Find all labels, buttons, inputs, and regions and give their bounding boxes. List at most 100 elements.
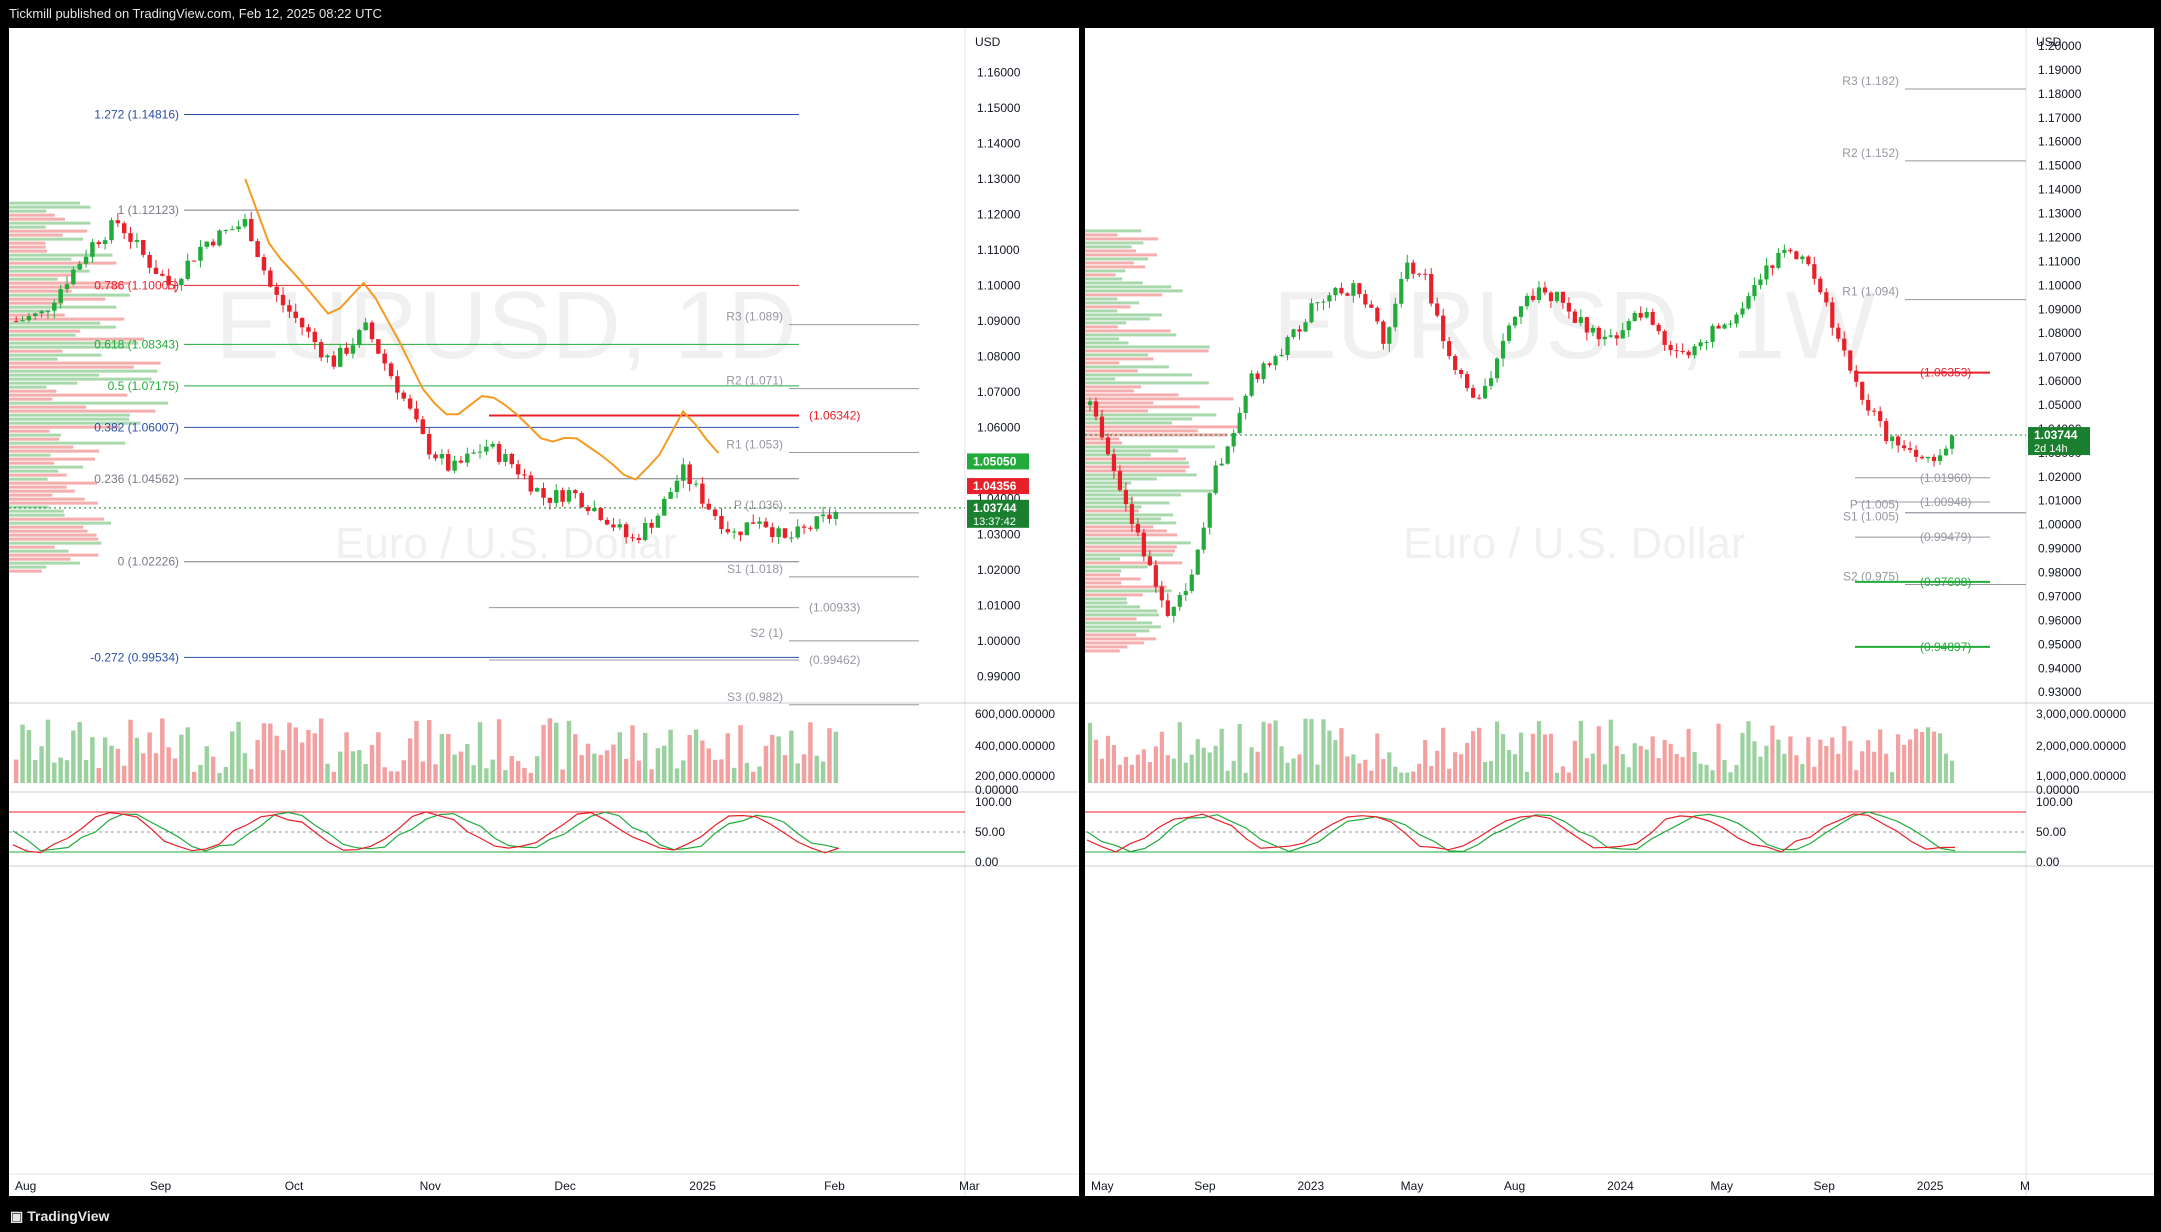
volume-profile-bar <box>9 233 63 237</box>
volume-bar <box>585 743 591 783</box>
volume-profile-bar <box>9 221 91 225</box>
pivot-label: S3 (0.982) <box>727 690 783 704</box>
volume-bar <box>1177 722 1182 783</box>
volume-bar <box>395 771 400 783</box>
volume-profile-bar <box>1085 289 1183 293</box>
volume-bar <box>1135 754 1140 783</box>
volume-profile-bar <box>1085 305 1131 309</box>
chart-panel-daily[interactable]: USD EURUSD, 1D Euro / U.S. Dollar 1.16000 1.… <box>9 28 1079 1196</box>
volume-profile-bar <box>1085 585 1167 589</box>
x-axis-label: Mar <box>959 1179 980 1193</box>
candle-body <box>39 311 44 314</box>
candle-body <box>1411 262 1416 274</box>
volume-bar <box>236 721 241 783</box>
volume-profile-bar <box>9 513 65 517</box>
volume-profile-bar <box>1085 365 1169 369</box>
volume-profile-bar <box>1085 625 1161 629</box>
volume-profile-bar <box>1085 649 1120 653</box>
candle-body <box>223 230 229 232</box>
volume-bar <box>1878 729 1883 783</box>
volume-profile-bar <box>1085 393 1179 397</box>
volume-profile-bar <box>1085 341 1129 345</box>
volume-profile-bar <box>1085 293 1163 297</box>
x-axis-label: 2025 <box>689 1179 716 1193</box>
candle-body <box>585 507 591 512</box>
fib-level-label: 1.272 (1.14816) <box>94 107 179 121</box>
chart-panel-weekly[interactable]: USD EURUSD, 1W Euro / U.S. Dollar 1.20000 1.… <box>1085 28 2154 1196</box>
volume-bar <box>700 740 705 783</box>
volume-bar <box>1626 767 1631 783</box>
candle-body <box>642 522 648 541</box>
candle-body <box>452 460 457 471</box>
volume-profile-bar <box>9 393 128 397</box>
volume-bar <box>1913 728 1919 783</box>
price-tag-label: 1.04356 <box>973 479 1017 493</box>
volume-profile-bar <box>1085 573 1120 577</box>
volume-bar <box>604 750 610 783</box>
volume-bar <box>191 771 197 783</box>
weekly-chart-svg[interactable]: USD EURUSD, 1W Euro / U.S. Dollar 1.20000 1.… <box>1085 28 2154 1196</box>
candle-body <box>255 241 260 257</box>
candle-body <box>1393 303 1398 328</box>
tradingview-logo[interactable]: ▣ TradingView <box>10 1208 109 1225</box>
volume-profile-bar <box>9 481 98 485</box>
fib-level-label: 0.5 (1.07175) <box>108 379 179 393</box>
x-axis-label: M <box>2020 1179 2030 1193</box>
candle-body <box>1387 327 1392 344</box>
candle-body <box>198 246 203 261</box>
volume-bar <box>1129 764 1134 783</box>
volume-bar <box>541 724 546 783</box>
x-axis-label: Oct <box>285 1179 304 1193</box>
volume-profile-bar <box>9 533 97 537</box>
volume-bar <box>446 734 451 783</box>
candle-body <box>496 443 502 462</box>
x-axis-label: Sep <box>1194 1179 1216 1193</box>
candle-body <box>191 260 197 262</box>
volume-bar <box>1746 721 1751 783</box>
volume-bar <box>1309 719 1314 783</box>
volume-bar <box>1441 727 1446 783</box>
volume-profile-bar <box>1085 565 1148 569</box>
y-tick-label: 0.96000 <box>2038 613 2082 627</box>
volume-profile-bar <box>1085 345 1210 349</box>
y-tick-label: 1.15000 <box>2038 159 2082 173</box>
volume-bar <box>1638 745 1643 783</box>
y-tick-label: 1.06000 <box>977 421 1021 435</box>
volume-profile-bar <box>9 521 111 525</box>
candle-body <box>1171 606 1176 616</box>
volume-bar <box>477 722 483 783</box>
volume-profile-bar <box>1085 561 1183 565</box>
y-tick-label: 1.19000 <box>2038 63 2082 77</box>
volume-profile-bar <box>1085 253 1158 257</box>
pivot-label: S1 (1.018) <box>727 562 783 576</box>
volume-profile-bar <box>1085 533 1178 537</box>
volume-profile-bar <box>1085 381 1209 385</box>
candle-body <box>1087 401 1093 405</box>
candle-body <box>1363 294 1368 305</box>
y-tick-label: 1.01000 <box>2038 494 2082 508</box>
candle-body <box>687 464 692 484</box>
volume-bar <box>725 733 731 783</box>
volume-profile-bar <box>1085 421 1173 425</box>
y-tick-label: 1.09000 <box>977 314 1021 328</box>
candle-body <box>827 514 832 519</box>
volume-bar <box>58 757 63 783</box>
y-tick-label: 0.93000 <box>2038 685 2082 699</box>
candle-body <box>401 392 406 399</box>
candle-body <box>1782 249 1787 253</box>
volume-bar <box>1530 733 1536 783</box>
oscillator-axis-label: 100.00 <box>975 795 1012 809</box>
candle-body <box>1369 304 1374 308</box>
volume-bar <box>1369 770 1374 783</box>
volume-bar <box>465 744 470 783</box>
volume-profile-bar <box>9 381 78 385</box>
candle-body <box>236 226 241 230</box>
candle-body <box>598 508 603 520</box>
candle-body <box>1207 493 1212 528</box>
volume-bar <box>573 734 578 783</box>
candle-body <box>446 454 451 471</box>
candle-body <box>1566 302 1571 312</box>
volume-bar <box>617 732 623 783</box>
volume-bar <box>71 730 76 783</box>
